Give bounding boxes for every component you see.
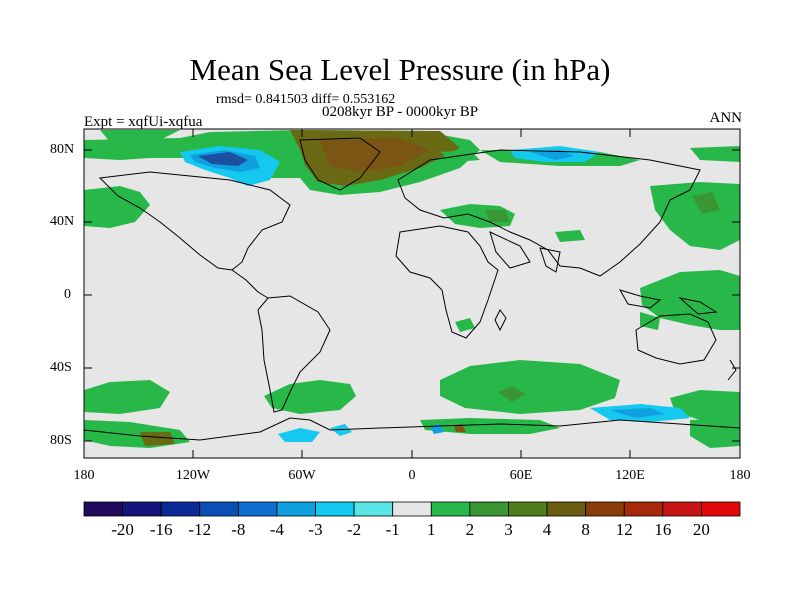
colorbar-swatch (662, 501, 702, 517)
axis-ticks (84, 129, 740, 458)
colorbar-tick-label: -1 (385, 520, 400, 539)
colorbar-swatch (469, 501, 509, 517)
lat-label-80n: 80N (50, 142, 75, 157)
colorbar-tick-label: 4 (542, 520, 552, 539)
colorbar-swatch (430, 501, 471, 517)
colorbar-tick-label: -16 (149, 520, 173, 539)
colorbar (83, 501, 741, 517)
colorbar-swatch (199, 501, 239, 517)
colorbar-swatch (546, 501, 587, 517)
colorbar-swatch (237, 501, 278, 517)
lat-label-40s: 40S (50, 360, 72, 375)
colorbar-tick-label: -4 (269, 520, 285, 539)
colorbar-tick-label: -2 (347, 520, 362, 539)
pressure-anomaly-fields (84, 130, 740, 448)
colorbar-swatch (353, 501, 394, 517)
colorbar-swatch (623, 501, 664, 517)
lon-label-120w: 120W (175, 468, 211, 483)
colorbar-tick-label: -20 (111, 520, 134, 539)
experiment-label: Expt = xqfUi-xqfua (84, 114, 203, 130)
colorbar-swatch (83, 501, 123, 517)
season-label: ANN (709, 110, 743, 126)
period-label: 0208kyr BP - 0000kyr BP (322, 104, 479, 120)
coastlines (84, 137, 740, 441)
colorbar-tick-label: 16 (654, 520, 672, 539)
colorbar-tick-label: -3 (308, 520, 323, 539)
colorbar-swatch (392, 501, 432, 517)
lon-label-180w: 180 (73, 468, 95, 483)
colorbar-swatch (585, 501, 625, 517)
colorbar-swatch (508, 501, 548, 517)
colorbar-tick-label: 20 (692, 520, 710, 539)
colorbar-swatch (160, 501, 201, 517)
lat-label-0: 0 (64, 287, 71, 302)
colorbar-swatch (315, 501, 355, 517)
colorbar-tick-label: 12 (615, 520, 633, 539)
colorbar-tick-label: 8 (581, 520, 590, 539)
stats-label: rmsd= 0.841503 diff= 0.553162 (216, 92, 396, 107)
colorbar-swatch (701, 501, 741, 517)
colorbar-swatch (122, 501, 162, 517)
colorbar-tick-label: 2 (465, 520, 475, 539)
lon-label-120e: 120E (615, 468, 645, 483)
lon-label-180e: 180 (729, 468, 751, 483)
lon-label-0: 0 (408, 468, 416, 483)
colorbar-tick-label: -12 (188, 520, 212, 539)
lat-label-80s: 80S (50, 433, 72, 448)
colorbar-tick-label: 1 (427, 520, 436, 539)
chart-title: Mean Sea Level Pressure (in hPa) (189, 52, 611, 87)
lon-label-60w: 60W (288, 468, 316, 483)
lat-label-40n: 40N (50, 214, 75, 229)
colorbar-swatch (276, 501, 316, 517)
lon-label-60e: 60E (509, 468, 533, 483)
colorbar-tick-label: 3 (504, 520, 513, 539)
colorbar-tick-label: -8 (231, 520, 246, 539)
